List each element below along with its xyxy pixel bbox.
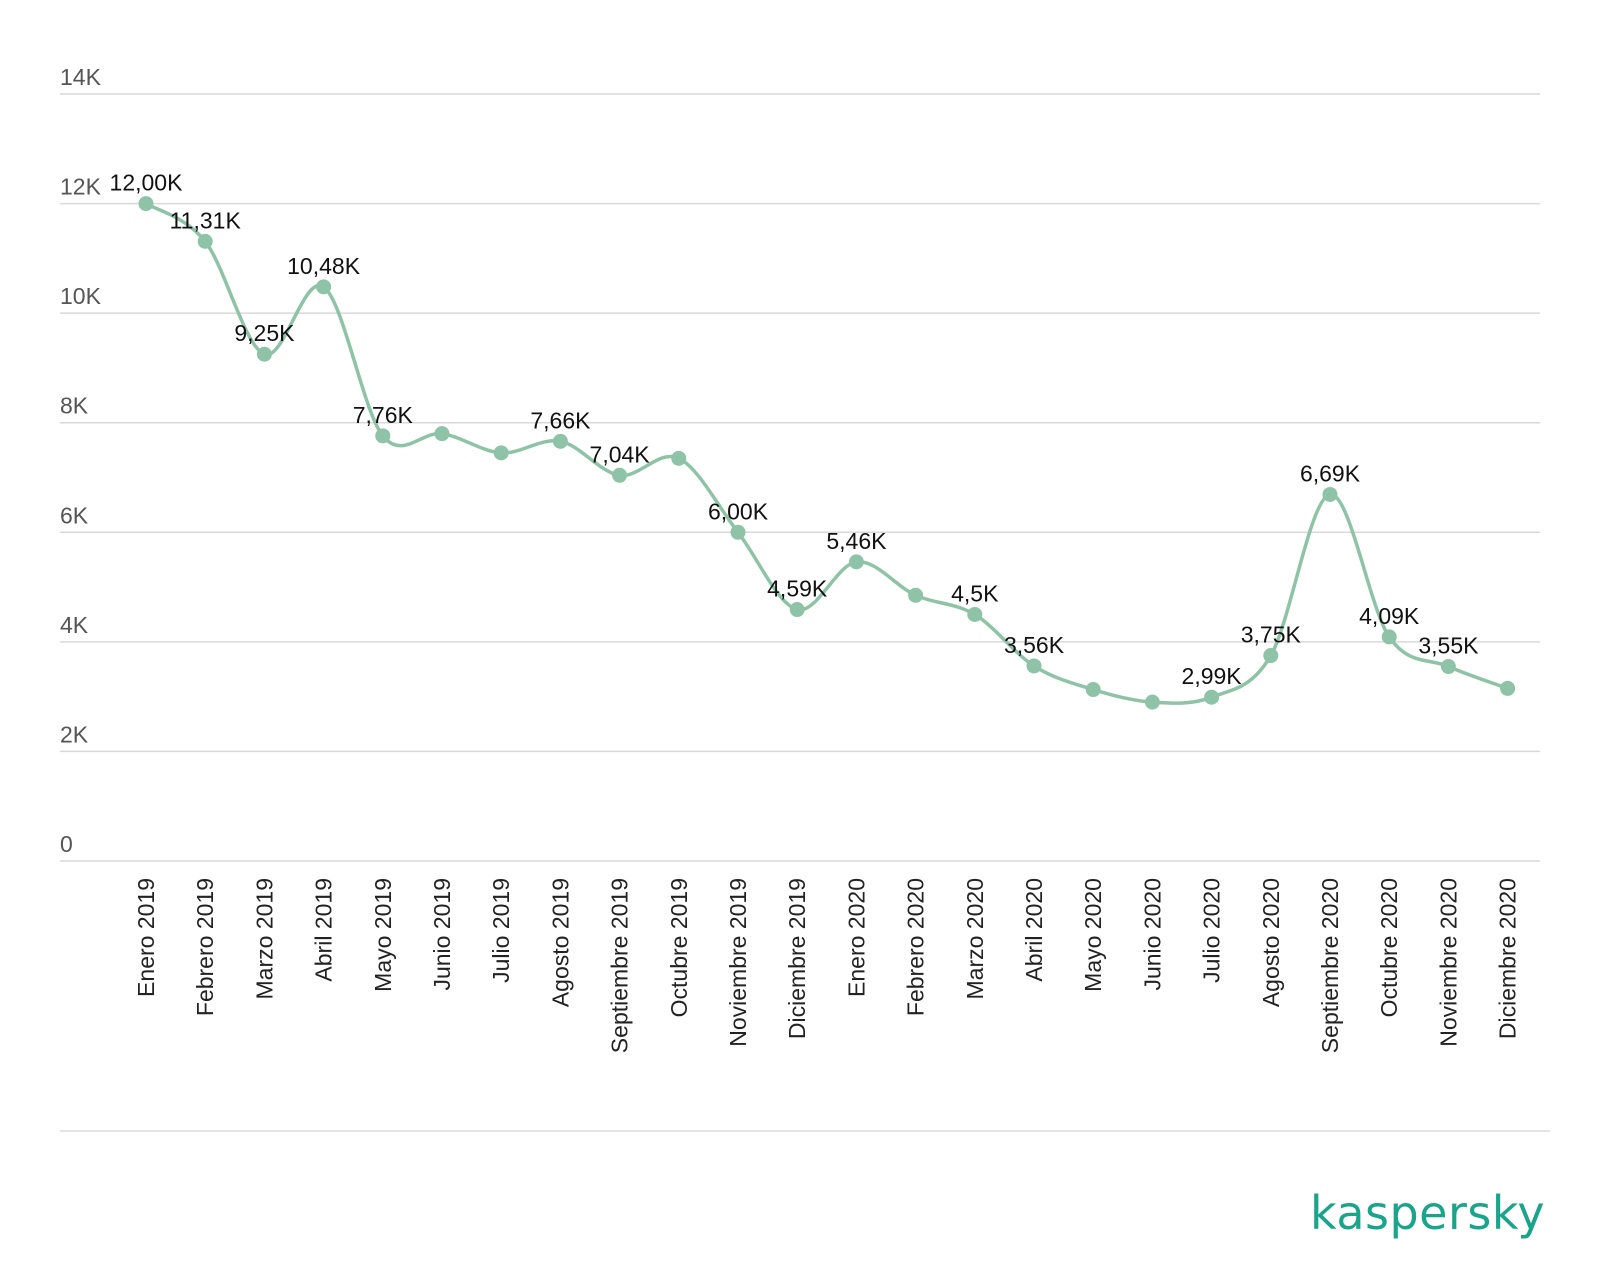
data-label: 9,25K: [234, 320, 295, 346]
x-tick-label: Febrero 2019: [192, 878, 218, 1016]
data-point: [434, 426, 450, 442]
gridlines: [60, 93, 1540, 862]
data-point: [1204, 689, 1220, 705]
y-tick-label: 8K: [60, 393, 89, 419]
y-tick-label: 4K: [60, 612, 89, 638]
data-point: [1440, 659, 1456, 675]
y-tick-label: 14K: [60, 64, 102, 90]
data-point: [1500, 680, 1516, 696]
data-label: 4,09K: [1359, 603, 1420, 629]
data-point: [256, 346, 272, 362]
data-point: [197, 233, 213, 249]
x-tick-label: Enero 2020: [843, 878, 869, 997]
y-axis-ticks: 0 2K 4K 6K 8K 10K 12K 14K: [60, 64, 102, 857]
x-tick-label: Octubre 2019: [666, 878, 692, 1017]
data-point: [730, 524, 746, 540]
data-label: 6,69K: [1300, 460, 1361, 486]
x-axis-ticks: Enero 2019 Febrero 2019 Marzo 2019 Abril 20…: [133, 878, 1521, 1053]
data-point: [967, 606, 983, 622]
data-label: 12,00K: [110, 170, 184, 196]
data-label: 3,75K: [1241, 622, 1302, 648]
data-labels: 12,00K 11,31K 9,25K 10,48K 7,76K 7,66K 7,04K 6,…: [110, 170, 1480, 690]
data-label: 7,66K: [530, 407, 591, 433]
data-label: 10,48K: [287, 253, 361, 279]
footer-divider: [60, 1130, 1550, 1132]
data-point: [848, 554, 864, 570]
x-tick-label: Septiembre 2020: [1317, 878, 1343, 1053]
x-tick-label: Abril 2020: [1021, 878, 1047, 982]
data-label: 11,31K: [170, 207, 242, 233]
y-tick-label: 2K: [60, 721, 89, 747]
x-tick-label: Agosto 2020: [1258, 878, 1284, 1007]
data-points: [138, 196, 1516, 710]
data-label: 3,55K: [1418, 633, 1479, 659]
x-tick-label: Marzo 2020: [962, 878, 988, 999]
x-tick-label: Febrero 2020: [903, 878, 929, 1016]
data-point: [612, 467, 628, 483]
data-label: 4,59K: [767, 576, 828, 602]
y-tick-label: 12K: [60, 174, 102, 200]
data-label: 5,46K: [826, 528, 887, 554]
data-label: 2,99K: [1182, 663, 1243, 689]
data-point: [1322, 486, 1338, 502]
x-tick-label: Noviembre 2019: [725, 878, 751, 1047]
data-label: 7,04K: [590, 441, 651, 467]
x-tick-label: Junio 2019: [429, 878, 455, 991]
y-tick-label: 0: [60, 831, 73, 857]
x-tick-label: Marzo 2019: [251, 878, 277, 999]
data-point: [1144, 694, 1160, 710]
data-label: 3,56K: [1004, 632, 1065, 658]
data-point: [1263, 648, 1279, 664]
data-label: 4,5K: [951, 580, 999, 606]
x-tick-label: Enero 2019: [133, 878, 159, 997]
data-point: [1381, 629, 1397, 645]
data-point: [316, 279, 332, 295]
x-tick-label: Agosto 2019: [547, 878, 573, 1007]
data-point: [671, 450, 687, 466]
data-point: [789, 602, 805, 618]
data-point: [1085, 682, 1101, 698]
data-label: 6,00K: [708, 498, 769, 524]
x-tick-label: Junio 2020: [1139, 878, 1165, 991]
data-point: [552, 433, 568, 449]
x-tick-label: Julio 2019: [488, 878, 514, 983]
data-label: 7,76K: [353, 402, 414, 428]
y-tick-label: 10K: [60, 283, 102, 309]
x-tick-label: Julio 2020: [1199, 878, 1225, 983]
x-tick-label: Mayo 2020: [1080, 878, 1106, 992]
x-tick-label: Abril 2019: [311, 878, 337, 982]
series-line-path: [144, 201, 1510, 705]
x-tick-label: Noviembre 2020: [1435, 878, 1461, 1047]
data-point: [1026, 658, 1042, 674]
series-line: [144, 201, 1510, 705]
data-point: [908, 587, 924, 603]
x-tick-label: Diciembre 2019: [784, 878, 810, 1039]
x-tick-label: Mayo 2019: [370, 878, 396, 992]
kaspersky-logo: kaspersky: [1310, 1186, 1546, 1240]
x-tick-label: Septiembre 2019: [607, 878, 633, 1053]
data-point: [493, 445, 509, 461]
y-tick-label: 6K: [60, 502, 89, 528]
data-point: [375, 428, 391, 444]
x-tick-label: Octubre 2020: [1376, 878, 1402, 1017]
x-tick-label: Diciembre 2020: [1495, 878, 1521, 1039]
data-point: [138, 196, 154, 212]
